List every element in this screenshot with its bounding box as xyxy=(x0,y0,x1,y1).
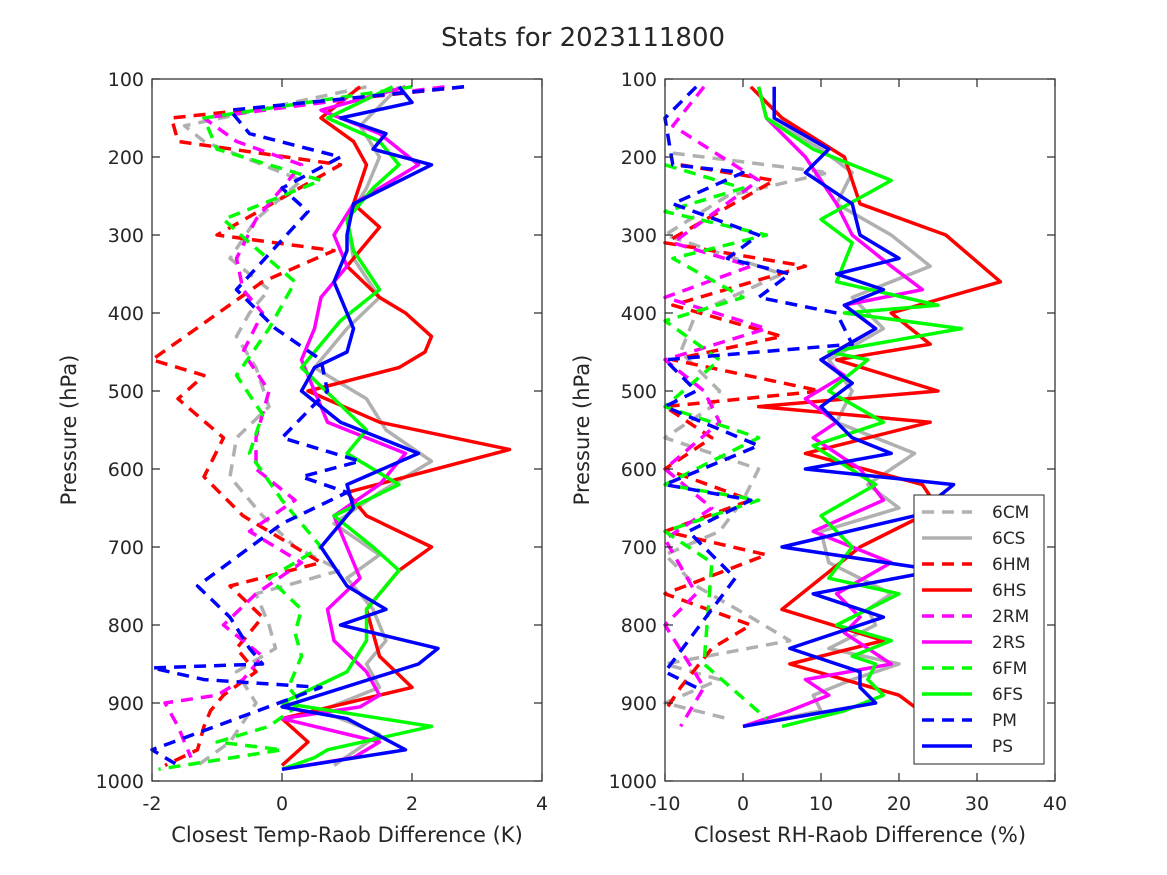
temp-series-pm xyxy=(150,85,465,767)
temp-y-tick-label: 900 xyxy=(108,693,144,715)
legend-label-6fm: 6FM xyxy=(992,659,1027,679)
temp-x-tick-label: 2 xyxy=(406,793,418,815)
temp-y-tick-label: 200 xyxy=(108,147,144,169)
rh-x-tick-label: -10 xyxy=(649,793,680,815)
rh-y-tick-label: 700 xyxy=(621,537,657,559)
rh-series-pm xyxy=(663,85,854,689)
temp-panel: -2 0 2 4 100 200 300 400 500 600 700 800 900 1000 Clo… xyxy=(57,69,548,847)
temp-series-ps xyxy=(280,85,440,772)
temp-x-tick-label: 0 xyxy=(276,793,288,815)
rh-y-tick-label: 500 xyxy=(621,381,657,403)
rh-y-tick-label: 100 xyxy=(621,69,657,91)
temp-series-lines xyxy=(150,85,512,772)
legend-entries: 6CM 6CS 6HM 6HS 2RM 2RS 6FM 6FS PM PS xyxy=(922,503,1030,757)
legend-label-6cs: 6CS xyxy=(992,529,1025,549)
temp-y-tick-label: 400 xyxy=(108,303,144,325)
rh-y-tick-label: 600 xyxy=(621,459,657,481)
chart-title: Stats for 2023111800 xyxy=(441,23,725,53)
temp-y-tick-label: 600 xyxy=(108,459,144,481)
temp-x-axis-label: Closest Temp-Raob Difference (K) xyxy=(171,823,523,847)
temp-series-6cm xyxy=(182,85,367,767)
rh-y-tick-label: 400 xyxy=(621,303,657,325)
temp-y-axis-label: Pressure (hPa) xyxy=(57,355,81,506)
temp-series-6fm xyxy=(158,85,413,772)
temp-y-tick-label: 1000 xyxy=(96,771,144,793)
legend-label-pm: PM xyxy=(992,711,1017,731)
rh-y-tick-label: 300 xyxy=(621,225,657,247)
temp-y-tick-label: 800 xyxy=(108,615,144,637)
temp-y-tick-label: 100 xyxy=(108,69,144,91)
rh-x-tick-label: 0 xyxy=(737,793,749,815)
rh-y-tick-label: 800 xyxy=(621,615,657,637)
rh-series-6fm xyxy=(663,163,769,720)
temp-axes-box xyxy=(151,78,543,782)
temp-series-2rs xyxy=(280,85,421,772)
legend-label-2rm: 2RM xyxy=(992,607,1029,627)
rh-x-tick-label: 20 xyxy=(887,793,911,815)
rh-x-tick-label: 10 xyxy=(809,793,833,815)
rh-series-6hm xyxy=(663,163,823,712)
temp-ticks: -2 0 2 4 100 200 300 400 500 600 700 800 900 1000 xyxy=(96,69,548,815)
rh-series-2rm xyxy=(663,85,769,728)
legend-label-6hm: 6HM xyxy=(992,555,1030,575)
rh-series-6cm xyxy=(663,151,831,721)
temp-x-tick-label: -2 xyxy=(143,793,162,815)
temp-y-tick-label: 500 xyxy=(108,381,144,403)
temp-x-tick-label: 4 xyxy=(536,793,548,815)
legend: 6CM 6CS 6HM 6HS 2RM 2RS 6FM 6FS PM PS xyxy=(913,494,1045,765)
rh-y-tick-label: 900 xyxy=(621,693,657,715)
legend-box xyxy=(913,494,1045,765)
legend-label-6cm: 6CM xyxy=(992,503,1029,523)
legend-label-6hs: 6HS xyxy=(992,581,1026,601)
legend-label-6fs: 6FS xyxy=(992,685,1023,705)
rh-series-ps xyxy=(742,86,956,729)
temp-y-tick-label: 300 xyxy=(108,225,144,247)
rh-series-lines xyxy=(663,85,1003,729)
temp-series-6hs xyxy=(280,85,512,767)
rh-x-axis-label: Closest RH-Raob Difference (%) xyxy=(694,823,1026,847)
rh-ticks: -10 0 10 20 30 40 100 200 300 400 500 600 700 800 900 1… xyxy=(609,69,1067,815)
rh-y-axis-label: Pressure (hPa) xyxy=(570,355,594,506)
rh-series-2rs xyxy=(742,86,925,729)
rh-x-tick-label: 40 xyxy=(1043,793,1067,815)
rh-panel: -10 0 10 20 30 40 100 200 300 400 500 600 700 800 900 1… xyxy=(570,69,1067,847)
temp-series-6hm xyxy=(150,85,465,767)
rh-axes-box xyxy=(664,78,1056,782)
legend-label-ps: PS xyxy=(992,737,1013,757)
temp-y-tick-label: 700 xyxy=(108,537,144,559)
rh-y-tick-label: 1000 xyxy=(609,771,657,793)
rh-x-tick-label: 30 xyxy=(965,793,989,815)
legend-label-2rs: 2RS xyxy=(992,633,1025,653)
rh-y-tick-label: 200 xyxy=(621,147,657,169)
